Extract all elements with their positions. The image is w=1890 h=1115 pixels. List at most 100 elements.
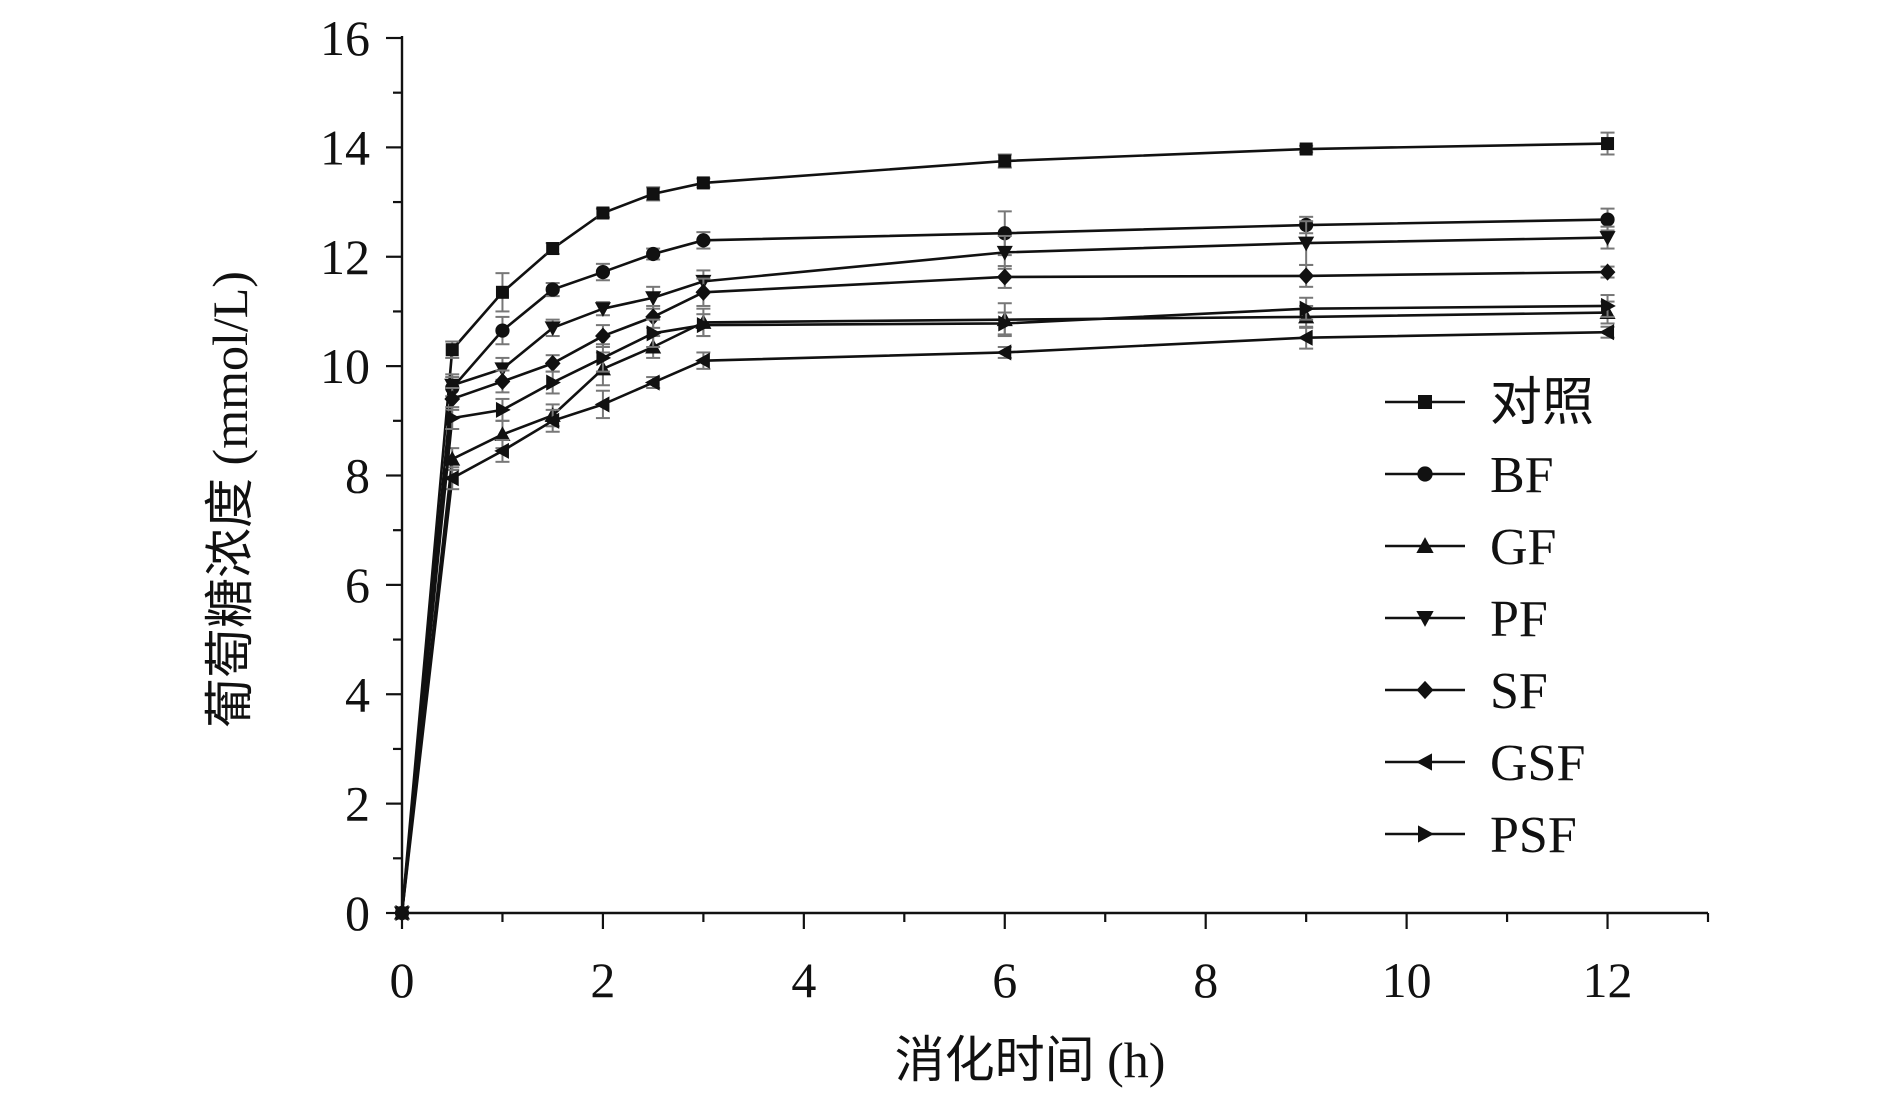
- data-point: [696, 176, 710, 190]
- data-point: [1601, 137, 1615, 151]
- series-6: [395, 294, 1616, 922]
- y-axis-ticks: 0 2 4 6 8 10 12 14 16: [320, 10, 402, 941]
- legend-marker: [1416, 611, 1434, 627]
- data-point: [1298, 267, 1315, 285]
- data-point: [546, 242, 560, 256]
- y-tick-label: 4: [345, 666, 370, 722]
- legend-label: 对照: [1490, 375, 1594, 432]
- plot-area: [393, 131, 1616, 922]
- data-point: [444, 378, 461, 394]
- series-line: [400, 142, 1608, 914]
- y-tick-label: 6: [345, 557, 370, 613]
- data-point: [445, 343, 459, 357]
- series-3: [393, 220, 1616, 922]
- data-point: [544, 354, 561, 372]
- data-point: [695, 352, 710, 369]
- series-2: [393, 300, 1616, 920]
- y-tick-label: 14: [320, 119, 370, 175]
- x-tick-label: 8: [1193, 952, 1218, 1008]
- x-tick-label: 12: [1583, 952, 1633, 1008]
- x-axis-title: 消化时间 (h): [895, 1032, 1166, 1088]
- data-point: [996, 344, 1012, 361]
- legend-item: GF: [1385, 519, 1556, 576]
- legend-label: PF: [1490, 591, 1548, 648]
- data-point: [495, 323, 510, 338]
- legend-label: GSF: [1490, 735, 1585, 792]
- data-point: [1601, 297, 1616, 315]
- series-5: [393, 324, 1615, 922]
- series-0: [395, 131, 1615, 920]
- data-point: [545, 282, 560, 297]
- data-point: [494, 442, 509, 459]
- data-point: [443, 470, 459, 487]
- y-tick-label: 16: [320, 10, 370, 66]
- legend-marker: [1416, 680, 1434, 700]
- data-point: [594, 396, 610, 413]
- data-point: [646, 187, 660, 201]
- data-point: [494, 362, 511, 378]
- series-line: [400, 330, 1608, 914]
- y-tick-label: 2: [345, 776, 370, 832]
- data-point: [1599, 263, 1616, 281]
- data-point: [596, 206, 610, 220]
- data-point: [1599, 231, 1616, 246]
- series-line: [400, 270, 1608, 914]
- legend-marker: [1416, 753, 1432, 771]
- data-point: [1298, 236, 1315, 252]
- legend-label: BF: [1490, 447, 1554, 504]
- data-point: [646, 325, 662, 342]
- x-tick-label: 10: [1382, 952, 1432, 1008]
- y-tick-label: 12: [320, 229, 370, 285]
- data-point: [494, 372, 511, 390]
- data-point: [1297, 329, 1313, 346]
- data-point: [495, 401, 511, 418]
- legend-marker: [1416, 537, 1434, 553]
- legend-marker: [1417, 466, 1433, 482]
- x-tick-label: 0: [390, 952, 415, 1008]
- data-point: [644, 374, 660, 391]
- y-tick-label: 8: [345, 448, 370, 504]
- legend-label: SF: [1490, 663, 1548, 720]
- legend-label: PSF: [1490, 807, 1577, 864]
- legend-item: SF: [1385, 663, 1548, 720]
- legend-item: GSF: [1385, 735, 1585, 792]
- data-point: [1600, 212, 1615, 227]
- data-point: [696, 317, 712, 334]
- data-point: [1299, 142, 1313, 156]
- data-point: [544, 321, 561, 337]
- series-line: [400, 236, 1608, 914]
- data-point: [595, 327, 611, 345]
- data-point: [996, 245, 1013, 261]
- y-tick-label: 10: [320, 338, 370, 394]
- data-point: [445, 410, 461, 427]
- data-point: [546, 374, 561, 391]
- data-point: [544, 412, 560, 429]
- legend-item: PF: [1385, 591, 1548, 648]
- data-point: [495, 285, 509, 299]
- data-point: [395, 904, 411, 922]
- legend-marker: [1418, 395, 1432, 409]
- legend-item: PSF: [1385, 807, 1577, 864]
- legend-item: BF: [1385, 447, 1554, 504]
- series-line: [400, 304, 1608, 914]
- data-point: [996, 268, 1013, 286]
- legend-item: 对照: [1385, 375, 1594, 432]
- legend: 对照 BF GF PF SF GSF PSF: [1385, 375, 1594, 864]
- x-axis-ticks: 0 2 4 6 8 10 12: [390, 913, 1710, 1008]
- y-tick-label: 0: [345, 885, 370, 941]
- data-point: [998, 154, 1012, 168]
- data-point: [1599, 324, 1615, 341]
- series-line: [400, 218, 1608, 914]
- legend-marker: [1418, 825, 1434, 843]
- series-4: [394, 263, 1616, 922]
- x-tick-label: 6: [992, 952, 1017, 1008]
- legend-label: GF: [1490, 519, 1556, 576]
- x-tick-label: 2: [590, 952, 615, 1008]
- data-point: [1299, 300, 1315, 317]
- data-point: [695, 283, 712, 301]
- data-point: [998, 315, 1014, 332]
- data-point: [645, 291, 662, 307]
- data-point: [594, 302, 611, 317]
